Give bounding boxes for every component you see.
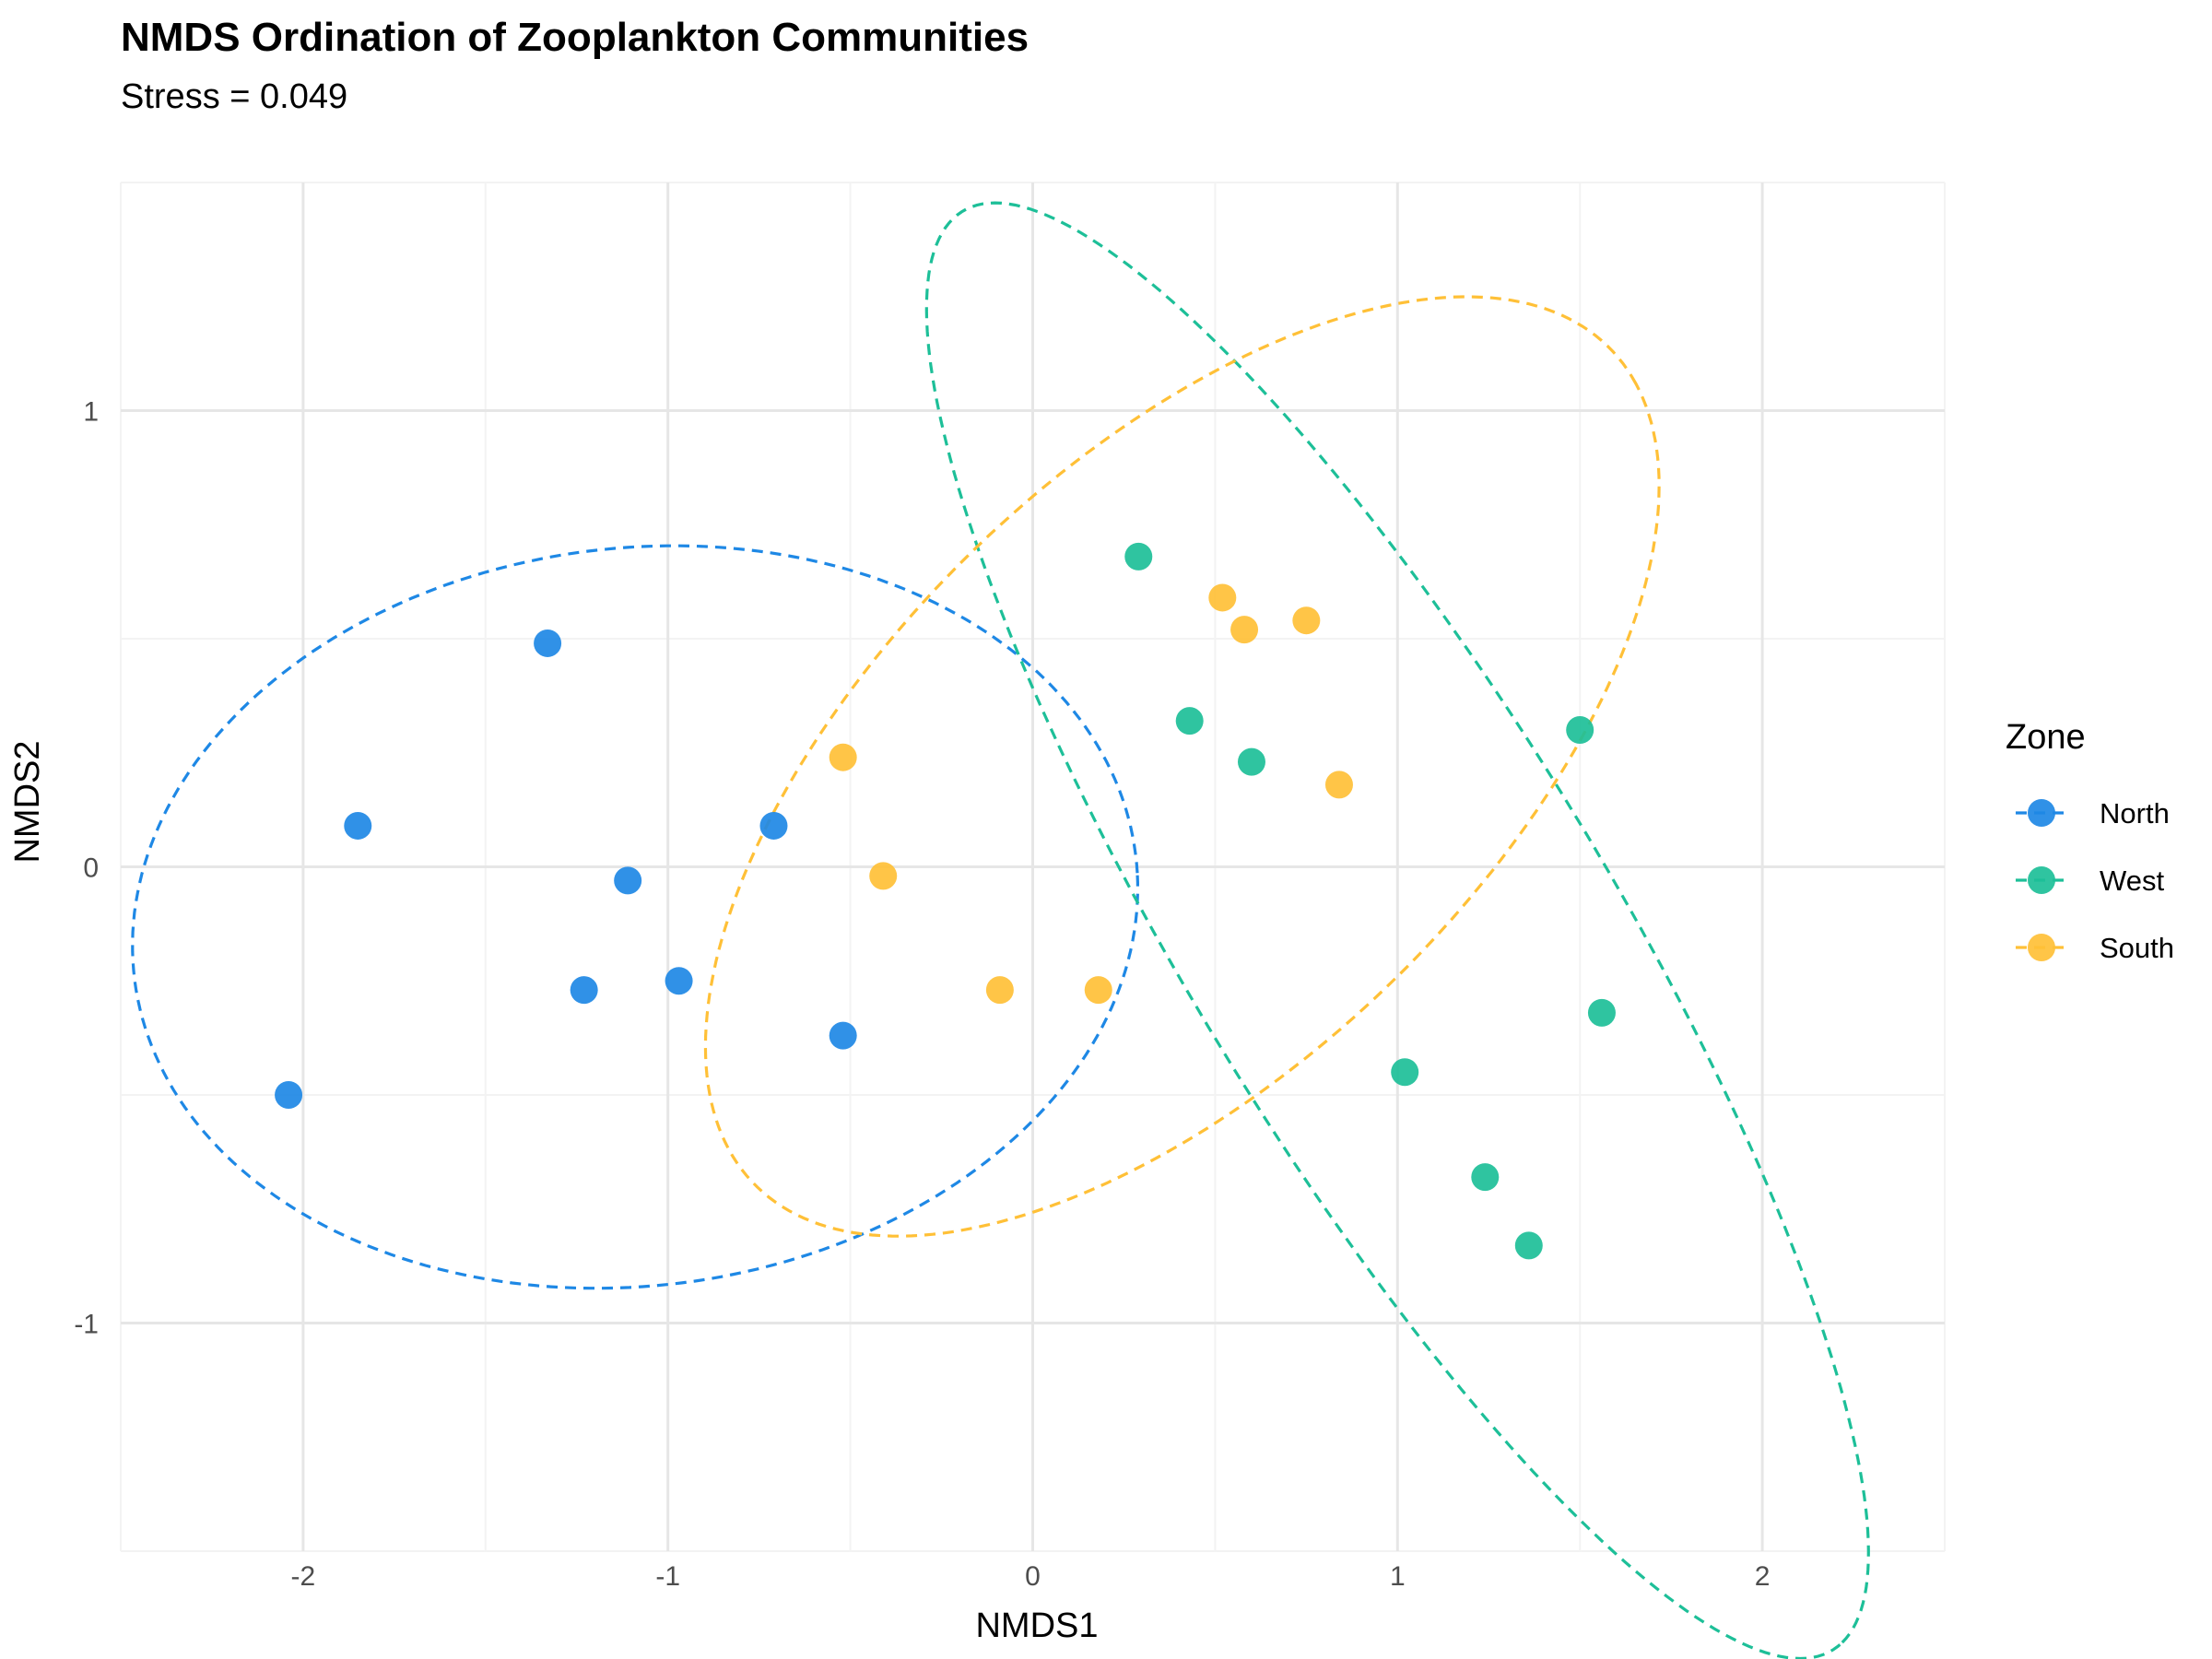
- legend-key-point: [2028, 866, 2055, 894]
- point-north: [275, 1081, 302, 1109]
- confidence-ellipses: [133, 203, 1869, 1658]
- x-axis-ticks: -2 -1 0 1 2: [291, 1561, 1771, 1592]
- y-axis-ticks: -1 0 1: [74, 397, 99, 1340]
- data-points: [275, 543, 1616, 1259]
- point-west: [1124, 543, 1152, 571]
- point-north: [534, 629, 561, 657]
- point-north: [830, 1022, 857, 1050]
- point-south: [1208, 583, 1236, 611]
- x-tick-label: 1: [1390, 1561, 1406, 1592]
- y-axis-title: NMDS2: [8, 740, 47, 863]
- x-axis-title: NMDS1: [975, 1606, 1098, 1645]
- legend-label: South: [2100, 932, 2174, 964]
- legend-item-west: West: [2016, 865, 2164, 897]
- point-north: [344, 812, 371, 840]
- point-west: [1176, 707, 1204, 735]
- point-south: [1085, 976, 1112, 1004]
- point-west: [1515, 1231, 1543, 1259]
- point-west: [1588, 999, 1616, 1027]
- point-south: [986, 976, 1014, 1004]
- y-tick-label: -1: [74, 1310, 99, 1340]
- legend-label: West: [2100, 865, 2164, 897]
- legend-key-point: [2028, 934, 2055, 961]
- legend-label: North: [2100, 797, 2170, 830]
- point-south: [830, 744, 857, 771]
- x-tick-label: -1: [655, 1561, 680, 1592]
- point-north: [759, 812, 787, 840]
- y-tick-label: 0: [83, 853, 99, 884]
- point-south: [1325, 771, 1353, 798]
- point-north: [571, 976, 598, 1004]
- legend-item-south: South: [2016, 932, 2174, 964]
- legend: Zone North West South: [2006, 718, 2174, 964]
- legend-key-point: [2028, 799, 2055, 827]
- major-gridlines: [121, 182, 1945, 1551]
- point-west: [1566, 716, 1594, 744]
- y-tick-label: 1: [83, 397, 99, 428]
- legend-title: Zone: [2006, 718, 2086, 757]
- x-tick-label: -2: [291, 1561, 316, 1592]
- point-west: [1471, 1163, 1499, 1191]
- x-tick-label: 0: [1025, 1561, 1041, 1592]
- point-south: [869, 862, 897, 889]
- point-south: [1230, 616, 1258, 643]
- point-north: [665, 967, 693, 994]
- point-west: [1391, 1058, 1418, 1086]
- point-south: [1292, 606, 1320, 634]
- point-north: [614, 866, 641, 894]
- x-tick-label: 2: [1755, 1561, 1771, 1592]
- point-west: [1238, 748, 1265, 776]
- legend-item-north: North: [2016, 797, 2170, 830]
- ellipse-north: [133, 546, 1138, 1288]
